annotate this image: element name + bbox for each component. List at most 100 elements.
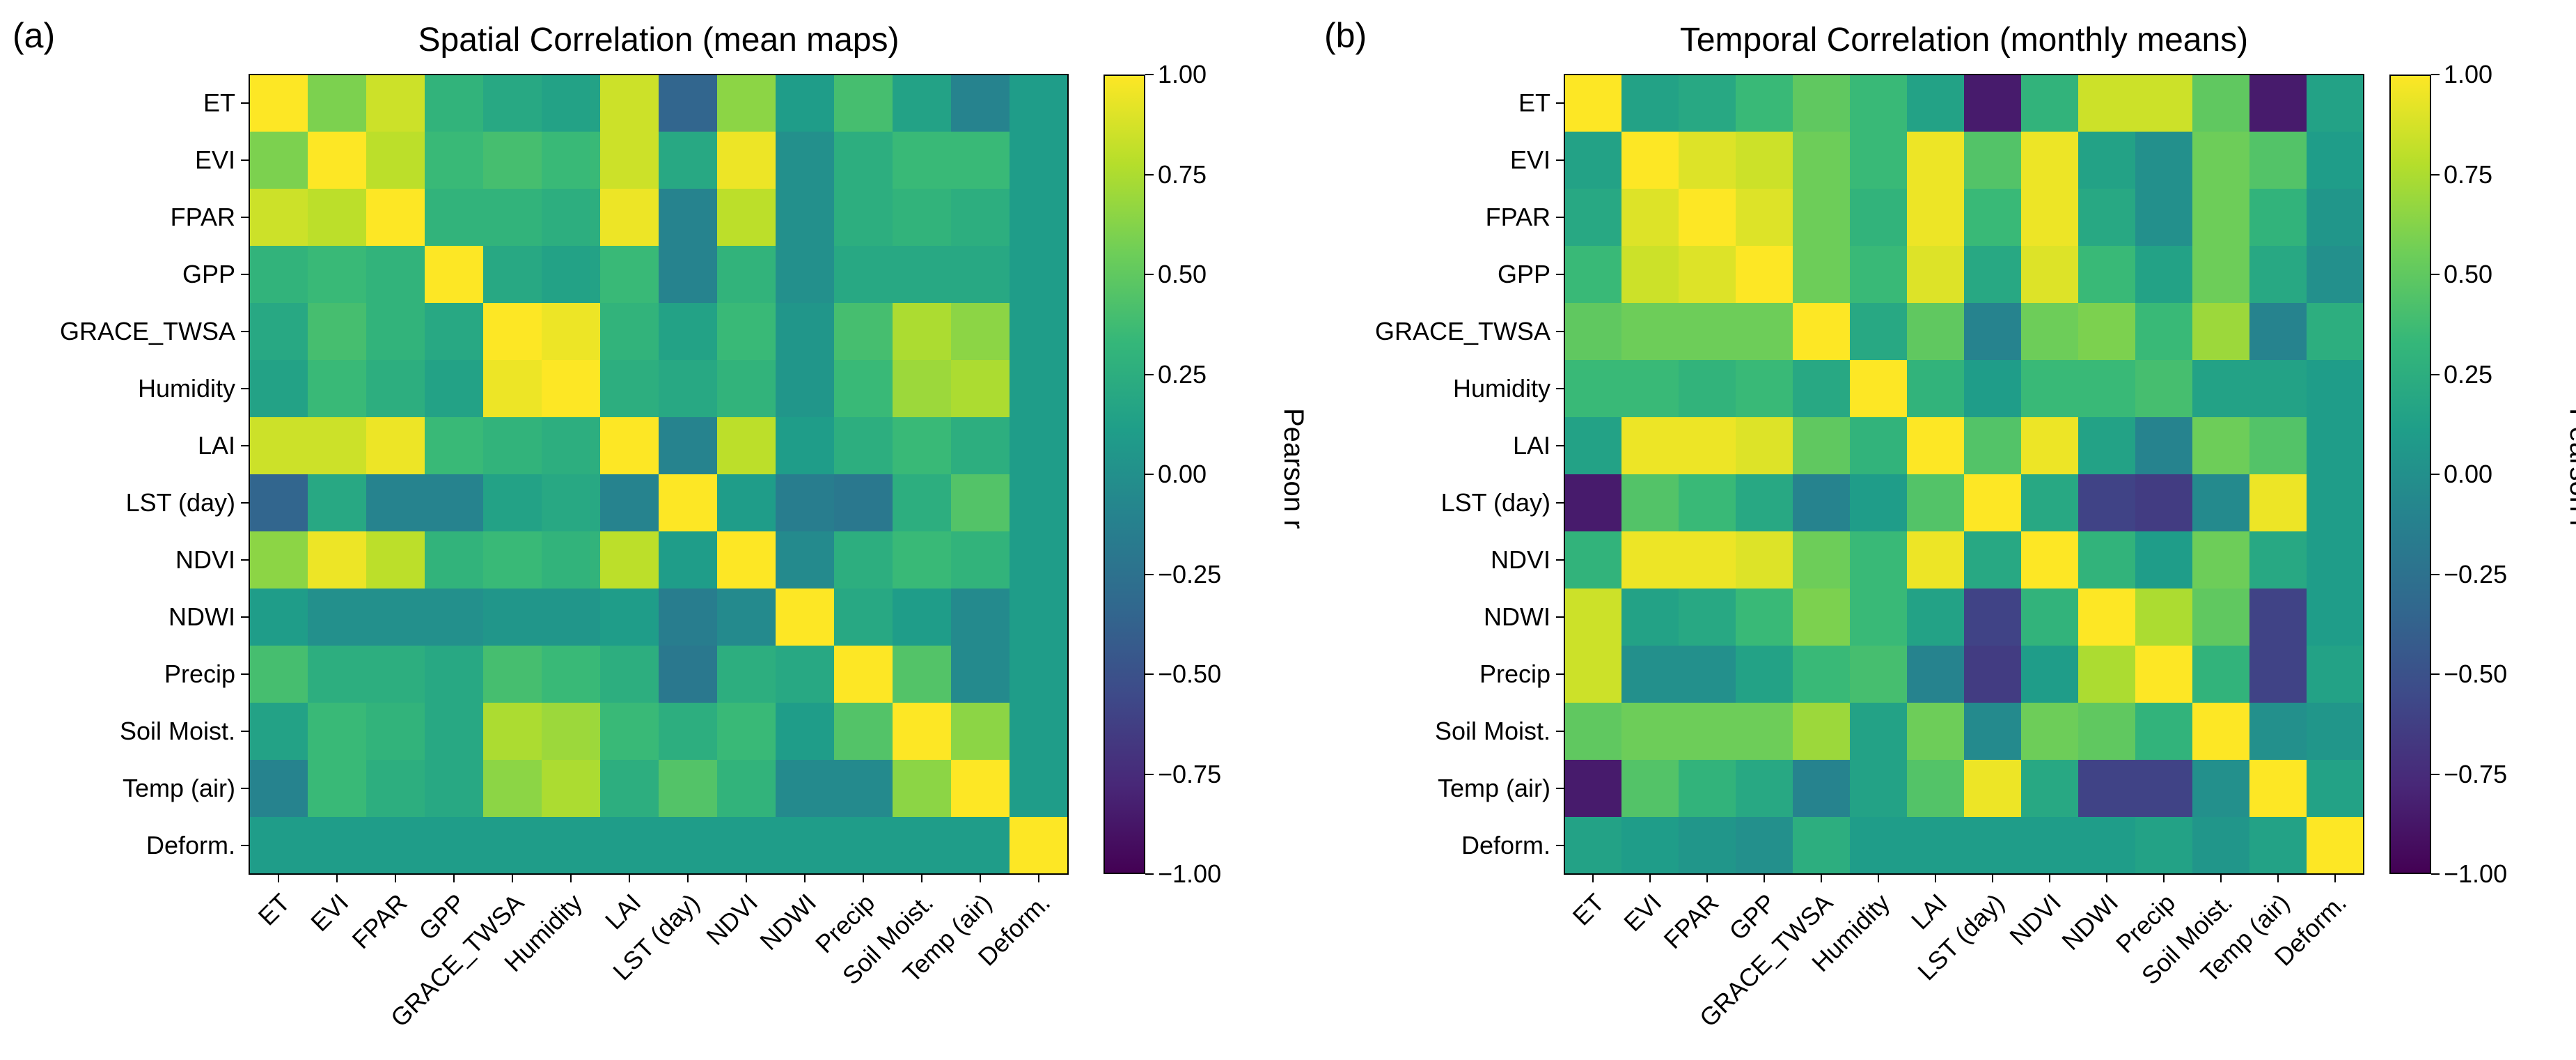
- heatmap-a-cell-7-7: [659, 474, 718, 532]
- heatmap-b-cell-4-7: [1964, 303, 2022, 361]
- heatmap-a-cell-8-13: [1010, 531, 1069, 589]
- heatmap-a-cell-6-12: [951, 417, 1010, 475]
- heatmap-a-cell-9-7: [659, 589, 718, 646]
- heatmap-a-cell-13-7: [659, 817, 718, 875]
- heatmap-b-xlabel-0: ET: [1566, 888, 1610, 931]
- heatmap-a-cell-3-8: [717, 246, 776, 304]
- heatmap-a-cell-13-6: [600, 817, 659, 875]
- colorbar-a-tick-6: [1145, 673, 1154, 675]
- heatmap-b-cell-3-0: [1564, 246, 1622, 304]
- heatmap-a-xlabel-2: FPAR: [346, 888, 413, 955]
- heatmap-a-cell-13-8: [717, 817, 776, 875]
- heatmap-a-cell-1-13: [1010, 132, 1069, 189]
- heatmap-a-cell-10-4: [483, 646, 542, 703]
- heatmap-b-cell-4-11: [2192, 303, 2250, 361]
- colorbar-b-ticklabel-5: −0.25: [2444, 559, 2508, 589]
- heatmap-b-cell-4-1: [1621, 303, 1679, 361]
- heatmap-a-cell-5-10: [834, 360, 893, 418]
- heatmap-a-cell-12-7: [659, 760, 718, 818]
- heatmap-a-cell-5-1: [308, 360, 367, 418]
- heatmap-b-cell-11-5: [1850, 703, 1908, 761]
- heatmap-b-cell-12-10: [2135, 760, 2193, 818]
- heatmap-b-cell-9-10: [2135, 589, 2193, 646]
- heatmap-b-ytick-12: [1556, 788, 1564, 789]
- heatmap-a-cell-4-5: [542, 303, 601, 361]
- heatmap-a-cell-10-9: [776, 646, 835, 703]
- heatmap-a-cell-4-0: [249, 303, 308, 361]
- heatmap-b-ylabel-1: EVI: [1509, 146, 1550, 174]
- colorbar-a-ticklabel-8: −1.00: [1158, 859, 1222, 888]
- heatmap-b-cell-5-6: [1907, 360, 1965, 418]
- heatmap-b-cell-6-5: [1850, 417, 1908, 475]
- heatmap-b-cell-10-0: [1564, 646, 1622, 703]
- heatmap-a-cell-2-6: [600, 189, 659, 247]
- heatmap-b-cell-5-13: [2307, 360, 2364, 418]
- heatmap-a-ytick-2: [241, 217, 249, 218]
- heatmap-a-cell-5-5: [542, 360, 601, 418]
- heatmap-a-cell-6-9: [776, 417, 835, 475]
- heatmap-b-cell-9-9: [2078, 589, 2136, 646]
- heatmap-a-cell-1-8: [717, 132, 776, 189]
- heatmap-b-cell-8-10: [2135, 531, 2193, 589]
- heatmap-a-cell-5-13: [1010, 360, 1069, 418]
- heatmap-b-ytick-10: [1556, 673, 1564, 675]
- heatmap-a-cell-7-6: [600, 474, 659, 532]
- heatmap-b-cell-9-3: [1736, 589, 1793, 646]
- heatmap-b-cell-11-7: [1964, 703, 2022, 761]
- heatmap-b-cell-4-13: [2307, 303, 2364, 361]
- heatmap-a-cell-11-5: [542, 703, 601, 761]
- colorbar-b-ticklabel-8: −1.00: [2444, 859, 2508, 888]
- heatmap-b-cell-12-1: [1621, 760, 1679, 818]
- heatmap-b-cell-6-12: [2249, 417, 2307, 475]
- heatmap-b-cell-5-3: [1736, 360, 1793, 418]
- heatmap-a-xlabel-1: EVI: [305, 888, 354, 937]
- heatmap-a-cell-1-5: [542, 132, 601, 189]
- heatmap-b-cell-9-0: [1564, 589, 1622, 646]
- heatmap-b-cell-1-6: [1907, 132, 1965, 189]
- heatmap-b-cell-5-4: [1793, 360, 1851, 418]
- heatmap-a-cell-3-12: [951, 246, 1010, 304]
- heatmap-a-cell-10-5: [542, 646, 601, 703]
- heatmap-a-cell-1-12: [951, 132, 1010, 189]
- heatmap-a-cell-9-4: [483, 589, 542, 646]
- heatmap-a-cell-12-11: [893, 760, 952, 818]
- heatmap-a-cell-8-11: [893, 531, 952, 589]
- heatmap-b-ylabel-3: GPP: [1497, 260, 1550, 288]
- heatmap-a-cell-2-0: [249, 189, 308, 247]
- heatmap-b-cell-1-4: [1793, 132, 1851, 189]
- heatmap-a-cell-13-13: [1010, 817, 1069, 875]
- heatmap-b-cell-8-6: [1907, 531, 1965, 589]
- heatmap-a-cell-10-10: [834, 646, 893, 703]
- heatmap-b-cell-0-9: [2078, 75, 2136, 132]
- heatmap-b-cell-5-7: [1964, 360, 2022, 418]
- heatmap-b-cell-0-8: [2021, 75, 2079, 132]
- heatmap-a-cell-12-12: [951, 760, 1010, 818]
- heatmap-a-cell-9-1: [308, 589, 367, 646]
- heatmap-b-xtick-1: [1649, 874, 1651, 882]
- heatmap-b-ytick-9: [1556, 616, 1564, 618]
- heatmap-b-cell-3-8: [2021, 246, 2079, 304]
- colorbar-b-ticklabel-4: 0.00: [2444, 460, 2493, 488]
- heatmap-b-ylabel-12: Temp (air): [1437, 774, 1550, 802]
- heatmap-a-cell-12-9: [776, 760, 835, 818]
- heatmap-b-cell-6-2: [1679, 417, 1736, 475]
- heatmap-b-xtick-12: [2277, 874, 2279, 882]
- heatmap-a-cell-1-2: [366, 132, 425, 189]
- heatmap-a-ylabel-1: EVI: [194, 146, 235, 174]
- heatmap-a-cell-12-5: [542, 760, 601, 818]
- heatmap-b-xlabel-1: EVI: [1618, 888, 1667, 937]
- heatmap-a-cell-0-7: [659, 75, 718, 132]
- heatmap-a-cell-3-1: [308, 246, 367, 304]
- heatmap-b-cell-8-8: [2021, 531, 2079, 589]
- heatmap-b-cell-13-9: [2078, 817, 2136, 875]
- heatmap-a-xtick-4: [512, 874, 513, 882]
- heatmap-a-ylabel-11: Soil Moist.: [119, 717, 235, 745]
- heatmap-b-ylabel-7: LST (day): [1440, 488, 1550, 517]
- heatmap-a-cell-13-1: [308, 817, 367, 875]
- heatmap-a-cell-3-13: [1010, 246, 1069, 304]
- heatmap-a-cell-7-1: [308, 474, 367, 532]
- heatmap-a-cell-2-3: [425, 189, 484, 247]
- heatmap-a-ytick-12: [241, 788, 249, 789]
- heatmap-b-cell-12-9: [2078, 760, 2136, 818]
- heatmap-a-cell-9-8: [717, 589, 776, 646]
